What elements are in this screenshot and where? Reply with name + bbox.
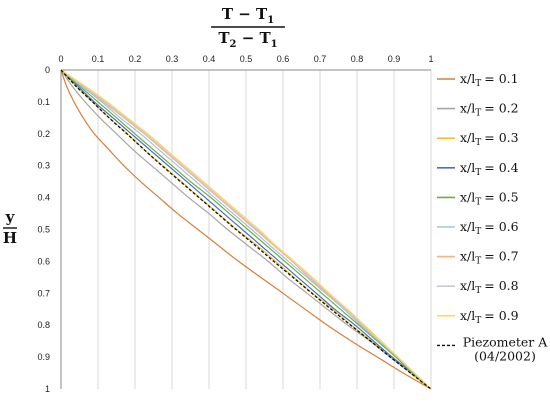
x-tick-labels: 0 0.1 0.2 0.3 0.4 0.5 0.6 0.7 0.8 0.9 1: [58, 54, 433, 64]
y-axis-title-denominator: H: [3, 229, 17, 247]
x-axis-title-denominator: T2 − T1: [218, 29, 277, 50]
grid: [97, 70, 432, 389]
x-tick-label: 1: [428, 54, 433, 64]
legend-label: x/lT = 0.5: [460, 189, 519, 207]
x-axis-title-numerator: T − T1: [222, 5, 274, 26]
legend-label: x/lT = 0.1: [460, 71, 519, 89]
legend: x/lT = 0.1 x/lT = 0.2 x/lT = 0.3 x/lT = 0.4 x/lT…: [437, 71, 548, 363]
y-tick-label: 0: [45, 65, 50, 75]
y-tick-label: 0.7: [37, 288, 50, 298]
y-tick-label: 1: [45, 384, 50, 394]
legend-label: x/lT = 0.3: [460, 130, 519, 148]
series-line: [60, 69, 432, 390]
legend-label: x/lT = 0.6: [460, 219, 519, 237]
y-tick-label: 0.6: [37, 256, 50, 266]
y-tick-label: 0.1: [37, 97, 50, 107]
x-tick-label: 0: [58, 54, 63, 64]
series-line: [60, 69, 432, 390]
legend-label: x/lT = 0.7: [460, 249, 519, 267]
series-line: [60, 69, 432, 390]
x-axis-title: T − T1 T2 − T1: [211, 5, 285, 50]
y-axis-title: y H: [3, 208, 17, 247]
series-line: [60, 69, 432, 390]
x-tick-label: 0.1: [92, 54, 105, 64]
y-tick-label: 0.2: [37, 129, 50, 139]
x-tick-label: 0.4: [203, 54, 216, 64]
series-line: [60, 69, 432, 390]
legend-label-line2: (04/2002): [474, 348, 536, 363]
legend-label: x/lT = 0.9: [460, 308, 519, 326]
x-tick-label: 0.9: [388, 54, 401, 64]
y-tick-label: 0.5: [37, 225, 50, 235]
y-axis-title-numerator: y: [5, 208, 16, 226]
series-lines: [60, 69, 432, 390]
legend-label: x/lT = 0.8: [460, 278, 519, 296]
legend-label: x/lT = 0.4: [460, 160, 519, 178]
x-tick-label: 0.3: [166, 54, 179, 64]
legend-label: x/lT = 0.2: [460, 101, 519, 119]
x-tick-label: 0.2: [129, 54, 142, 64]
x-tick-label: 0.8: [351, 54, 364, 64]
series-line: [60, 69, 432, 390]
y-tick-labels: 0 0.1 0.2 0.3 0.4 0.5 0.6 0.7 0.8 0.9 1: [37, 65, 50, 394]
x-tick-label: 0.6: [277, 54, 290, 64]
y-tick-label: 0.3: [37, 161, 50, 171]
legend-label: Piezometer A: [463, 334, 549, 349]
x-tick-label: 0.5: [240, 54, 253, 64]
series-line: [60, 69, 432, 390]
y-tick-label: 0.9: [37, 352, 50, 362]
y-tick-label: 0.4: [37, 193, 50, 203]
x-tick-label: 0.7: [314, 54, 327, 64]
y-tick-label: 0.8: [37, 320, 50, 330]
